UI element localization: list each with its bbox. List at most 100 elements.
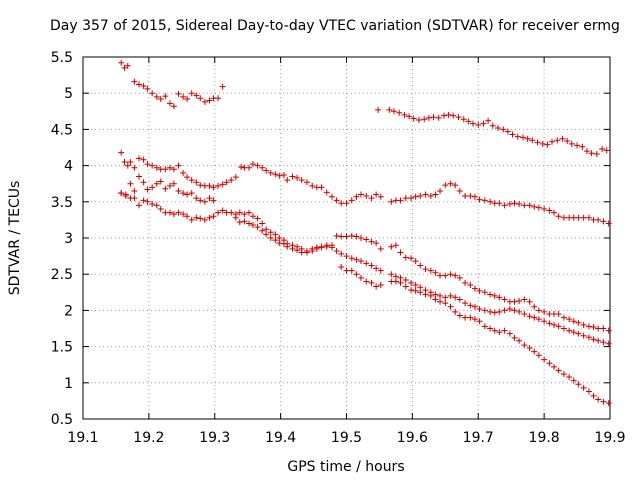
data-point [210,184,217,191]
series-sat-a [118,59,226,110]
chart-title: Day 357 of 2015, Sidereal Day-to-day VTE… [50,18,620,34]
data-point [435,114,442,121]
data-point [303,249,310,256]
data-point [144,198,151,205]
data-point [467,282,474,289]
data-point [605,400,612,407]
data-point [415,116,422,123]
data-point [595,337,602,344]
data-point [228,177,235,184]
data-point [600,339,607,346]
data-point [432,291,439,298]
data-point [427,292,434,299]
x-tick-label: 19.6 [397,430,428,446]
data-point [476,196,483,203]
data-point [501,296,508,303]
data-point [491,292,498,299]
data-point [516,337,523,344]
data-point [392,278,399,285]
data-point [408,255,415,262]
data-point [566,327,573,334]
data-point [241,211,248,218]
data-point [511,334,518,341]
data-point [469,120,476,127]
data-point [318,244,325,251]
data-point [363,193,370,200]
data-point [153,202,160,209]
data-point [579,143,586,150]
data-point [188,177,195,184]
data-point [437,272,444,279]
data-point [219,207,226,214]
data-point [605,220,612,227]
data-point [560,214,567,221]
data-point [377,267,384,274]
data-point [480,120,487,127]
data-point [445,111,452,118]
data-point [412,193,419,200]
series-sat-c [118,149,612,227]
data-point [427,267,434,274]
data-point [516,308,523,315]
data-point [580,214,587,221]
data-point [487,325,494,332]
data-point [481,323,488,330]
data-point [263,231,270,238]
data-point [333,232,340,239]
data-point [570,377,577,384]
data-point [583,148,590,155]
data-point [410,115,417,122]
data-point [232,174,239,181]
data-point [272,237,279,244]
data-point [223,179,230,186]
data-point [521,202,528,209]
data-point [580,321,587,328]
data-point [491,309,498,316]
data-point [390,108,397,115]
data-point [460,116,467,123]
data-point [157,178,164,185]
data-point [402,254,409,261]
series-sat-e [118,190,612,334]
data-point [531,303,538,310]
data-point [585,323,592,330]
data-point [284,177,291,184]
data-point [254,224,261,231]
data-point [276,172,283,179]
y-tick-label: 2 [64,303,73,319]
data-point [153,164,160,171]
data-point [241,218,248,225]
data-point [124,162,131,169]
data-point [193,92,200,99]
data-point [166,100,173,107]
data-point [298,177,305,184]
data-point [368,279,375,286]
data-point [135,155,142,162]
data-point [343,233,350,240]
data-point [471,193,478,200]
data-point [397,274,404,281]
data-point [175,162,182,169]
data-point [452,294,459,301]
data-point [546,320,553,327]
data-point [529,137,536,144]
data-point [140,156,147,163]
x-tick-label: 19.2 [133,430,164,446]
data-point [175,90,182,97]
data-point [149,200,156,207]
data-point [348,232,355,239]
data-point [140,82,147,89]
data-point [329,244,336,251]
data-point [541,206,548,213]
data-point [456,274,463,281]
data-point [309,248,316,255]
data-point [188,216,195,223]
data-point [595,216,602,223]
data-point [422,191,429,198]
data-point [475,122,482,129]
data-point [531,348,538,355]
data-point [456,296,463,303]
data-point [516,297,523,304]
data-point [144,186,151,193]
data-point [206,214,213,221]
